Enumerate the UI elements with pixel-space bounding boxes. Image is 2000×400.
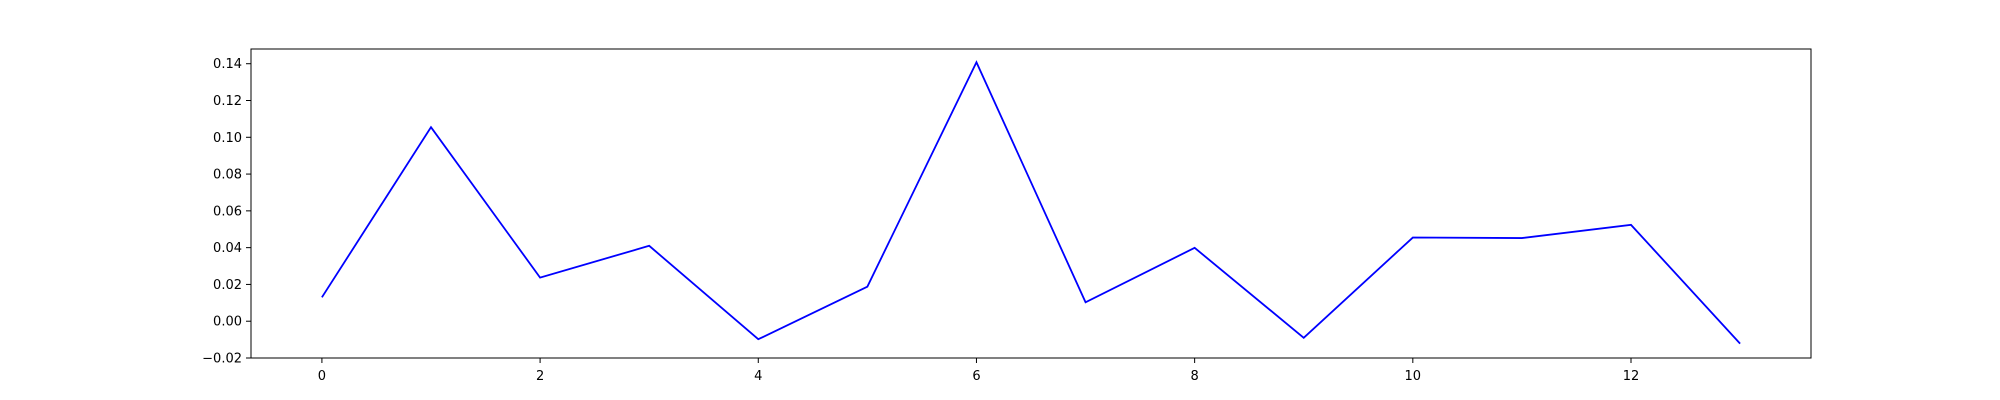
y-tick-label: 0.14: [213, 57, 242, 72]
y-tick-label: 0.04: [213, 241, 242, 256]
y-tick-label: 0.06: [213, 204, 242, 219]
x-tick-label: 8: [1190, 369, 1198, 384]
x-tick-label: 0: [318, 369, 326, 384]
x-tick-label: 10: [1405, 369, 1422, 384]
y-tick-label: 0.12: [213, 94, 242, 109]
series-line-1: [321, 60, 1741, 345]
x-tick-label: 12: [1623, 369, 1640, 384]
y-tick-label: 0.02: [213, 278, 242, 293]
plot-area: [321, 60, 1741, 345]
x-tick-label: 4: [754, 369, 762, 384]
x-tick-label: 2: [536, 369, 544, 384]
axes-frame: [250, 48, 1812, 359]
x-tick-label: 6: [972, 369, 980, 384]
axes: 0 2 4 6 8 10 12 −0.02 0.00 0.02 0.04 0.06 0.08 0.10 0.…: [202, 48, 1812, 384]
y-tick-label: −0.02: [202, 352, 242, 367]
y-tick-label: 0.00: [213, 315, 242, 330]
y-tick-label: 0.08: [213, 168, 242, 183]
y-tick-label: 0.10: [213, 131, 242, 146]
